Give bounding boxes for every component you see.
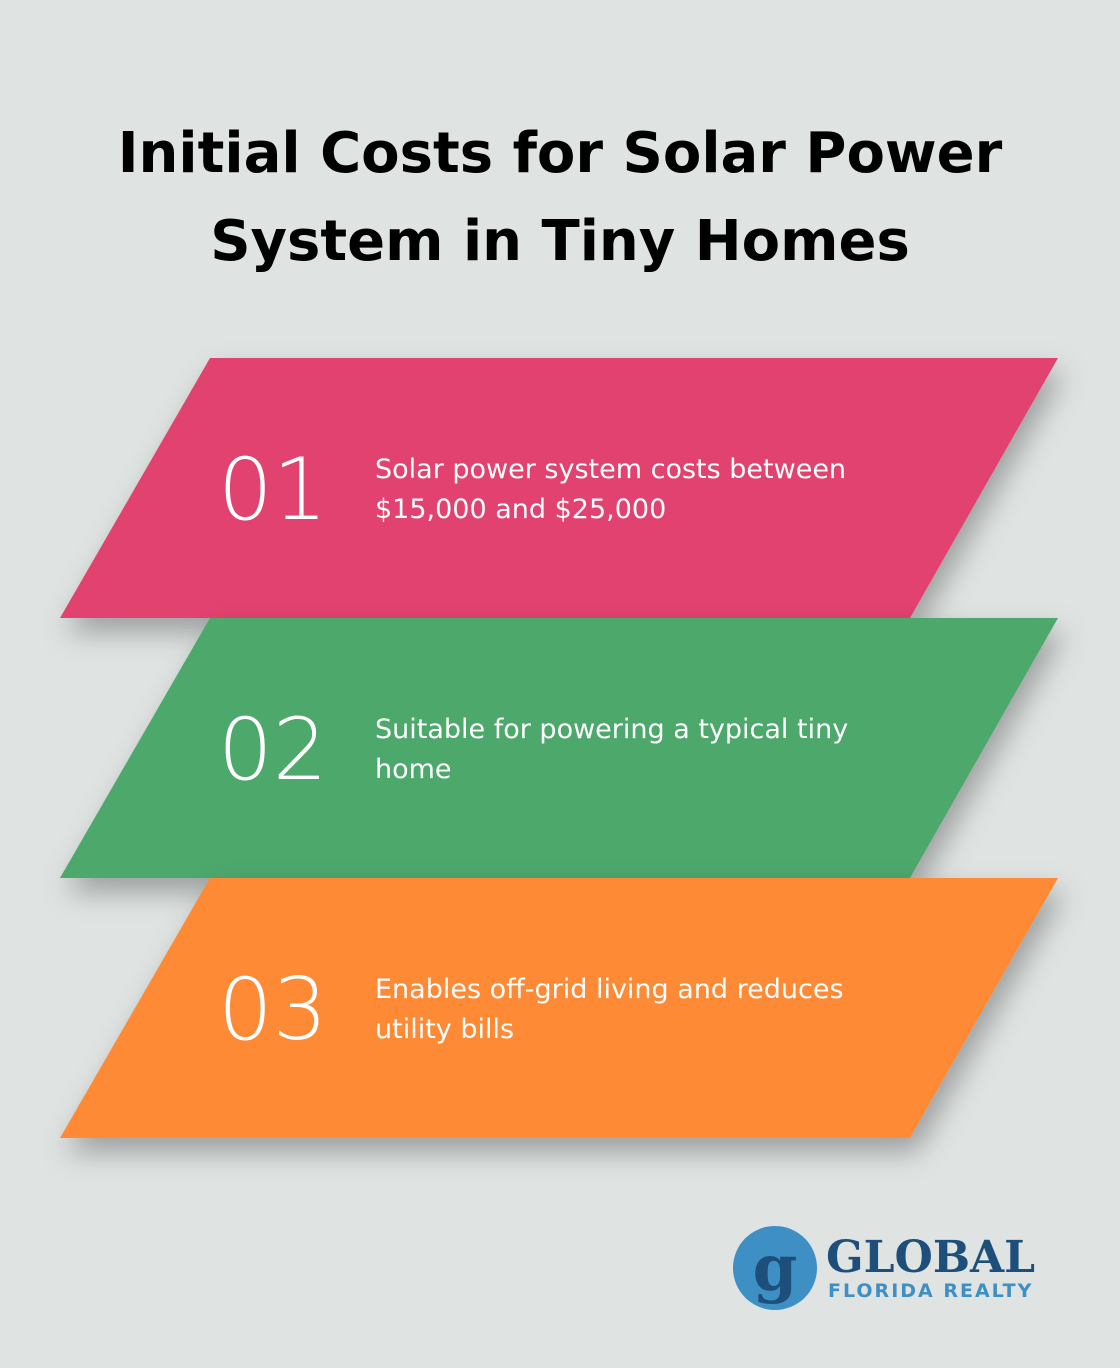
step-text: Enables off-grid living and reduces util…	[375, 974, 844, 1045]
step-text: Solar power system costs between $15,000…	[375, 454, 847, 525]
step-text: Suitable for powering a typical tiny hom…	[375, 714, 849, 785]
band-3	[60, 878, 1058, 1138]
logo-mark	[733, 1226, 817, 1310]
step-number: 03	[218, 960, 328, 1060]
step-number: 01	[218, 440, 328, 540]
band-1	[60, 358, 1058, 618]
logo-sub: FLORIDA REALTY	[828, 1280, 1034, 1302]
logo-name: GLOBAL	[826, 1232, 1036, 1283]
band-2	[60, 618, 1058, 878]
title: Initial Costs for Solar Power System in …	[117, 121, 1003, 274]
logo-g: g	[753, 1231, 798, 1306]
step-number: 02	[218, 700, 328, 800]
